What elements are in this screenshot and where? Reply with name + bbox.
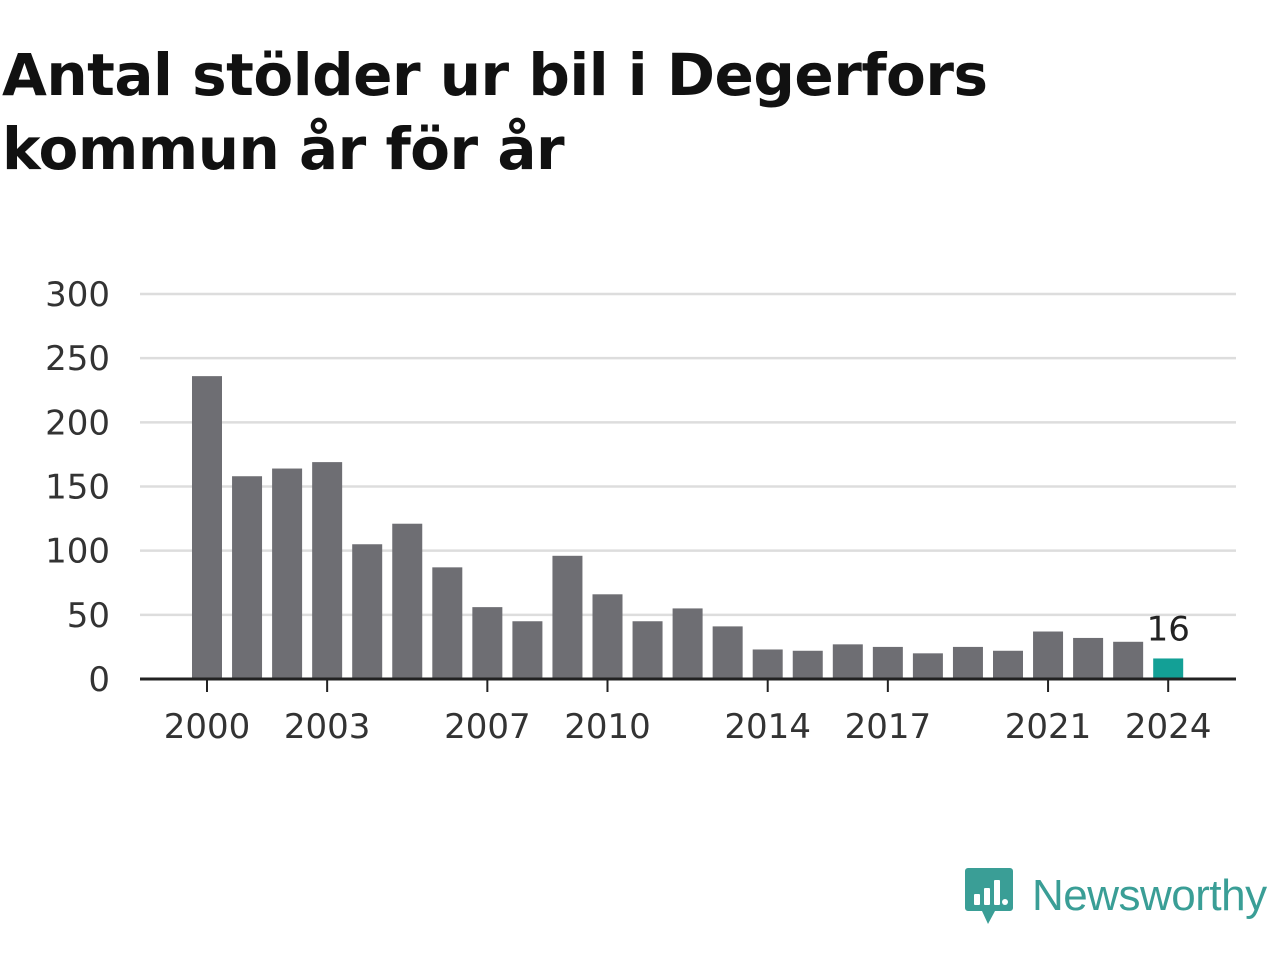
- bar-2021: [1033, 631, 1064, 679]
- bar-2010: [592, 594, 623, 679]
- grid-lines: [140, 292, 1236, 617]
- bar-2008: [512, 621, 543, 679]
- x-tick-label-2010: 2010: [564, 707, 651, 747]
- bar-2013: [712, 626, 743, 679]
- bar-2001: [232, 476, 263, 679]
- x-tick-label-2024: 2024: [1125, 707, 1212, 747]
- bar-2016: [832, 644, 863, 679]
- bar-2014: [752, 649, 783, 679]
- bar-2022: [1073, 637, 1104, 679]
- x-tick-label-2007: 2007: [444, 707, 531, 747]
- bar-2005: [392, 523, 423, 679]
- y-tick-label-250: 250: [45, 339, 110, 379]
- y-tick-label-150: 150: [45, 468, 110, 508]
- x-axis-labels: 2000 2003 2007 2010 2014 2017 2021 2024: [164, 707, 1212, 747]
- bar-2000: [192, 376, 222, 679]
- brand-name: Newsworthy: [1032, 871, 1267, 920]
- bar-2003: [312, 462, 343, 679]
- bar-2018: [912, 653, 943, 679]
- bar-2009: [552, 555, 583, 679]
- y-axis-labels: 0 50 100 150 200 250 300: [45, 275, 110, 700]
- bar-2012: [672, 608, 703, 679]
- bar-2011: [632, 621, 663, 679]
- y-tick-label-300: 300: [45, 275, 110, 315]
- bar-2019: [952, 646, 983, 679]
- bar-2017: [872, 646, 903, 679]
- bars: [192, 376, 1184, 679]
- x-axis-ticks: [206, 679, 1170, 692]
- highlight-value-label: 16: [1147, 609, 1190, 649]
- y-tick-label-50: 50: [67, 596, 110, 636]
- x-tick-label-2017: 2017: [845, 707, 932, 747]
- x-tick-label-2021: 2021: [1005, 707, 1092, 747]
- annotations: 16: [1147, 609, 1190, 649]
- bar-2024: [1153, 658, 1184, 679]
- bar-2015: [792, 650, 823, 679]
- x-tick-label-2014: 2014: [724, 707, 811, 747]
- bar-chart-speech-bubble-icon: [965, 868, 1013, 924]
- bar-2006: [432, 567, 463, 679]
- y-tick-label-100: 100: [45, 532, 110, 572]
- bar-2020: [993, 650, 1023, 679]
- x-tick-label-2003: 2003: [284, 707, 371, 747]
- y-tick-label-200: 200: [45, 403, 110, 443]
- bar-2023: [1113, 641, 1144, 679]
- bar-2007: [472, 607, 503, 679]
- bar-2002: [272, 468, 303, 679]
- chart-title: Antal stölder ur bil i Degerfors kommun …: [2, 41, 988, 183]
- x-tick-label-2000: 2000: [164, 707, 251, 747]
- y-tick-label-0: 0: [88, 660, 110, 700]
- brand-logo: Newsworthy: [964, 864, 1267, 928]
- bar-2004: [352, 544, 383, 679]
